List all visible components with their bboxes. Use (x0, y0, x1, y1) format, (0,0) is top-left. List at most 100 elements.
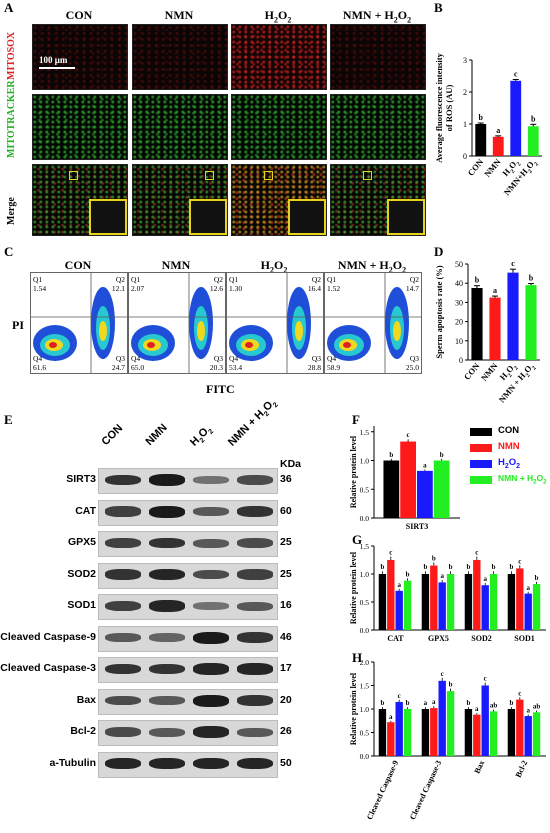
wb-header-con: CON (99, 422, 126, 448)
zoom-region-box (69, 171, 78, 180)
q4-value: 58.9 (327, 363, 340, 372)
wb-band (105, 727, 141, 737)
panel-label-g: G (352, 532, 363, 547)
wb-kda-7: 20 (280, 693, 292, 706)
significance-letter: b (535, 574, 539, 582)
significance-letter: a (440, 572, 444, 580)
row-label-mitosox: MITOSOX (6, 31, 17, 80)
x-tick-label: SOD2 (471, 634, 491, 643)
significance-letter: b (475, 276, 480, 285)
wb-kda-5: 46 (280, 630, 292, 643)
row-label-mitotracker: MITOTRACKER (6, 80, 17, 158)
significance-letter: b (529, 274, 534, 283)
density-cloud (131, 287, 213, 361)
significance-letter: ab (490, 702, 498, 710)
y-axis-title: Sperm apoptosis rate (%) (434, 265, 444, 358)
panel-c-header-nmn: NMN (161, 258, 191, 272)
y-tick-label: 1.5 (360, 682, 370, 691)
zoom-inset (189, 199, 227, 235)
bar (430, 565, 438, 630)
y-axis-title: Average fluorescence intensityof ROS (AU… (434, 52, 454, 162)
panel-label-e: E (4, 412, 13, 427)
micrograph-mitosox-h2o2 (231, 24, 327, 90)
zoom-region-box (264, 171, 273, 180)
density-q4-core (49, 342, 57, 348)
wb-band (105, 474, 141, 486)
q2-label: Q2 (410, 275, 419, 284)
wb-band (193, 569, 229, 580)
legend-swatch-nmn-h2o2 (470, 476, 492, 484)
significance-letter: b (531, 114, 536, 123)
density-q4-core (245, 342, 253, 348)
micrograph-mitosox-nmn-h2o2 (330, 24, 426, 90)
y-tick-label: 1 (463, 120, 467, 129)
micrograph-mitotracker-h2o2 (231, 94, 327, 160)
row-label-merge: Merge (6, 197, 17, 225)
density-cloud (327, 287, 409, 361)
panel-label-d: D (434, 244, 444, 259)
q1-value: 2.07 (131, 284, 144, 293)
significance-letter: c (518, 689, 521, 697)
panel-c-header-h2o2: H2O2 (260, 258, 288, 275)
wb-header-nmn: NMN (143, 421, 170, 448)
bar (471, 288, 483, 360)
zoom-inset (387, 199, 425, 235)
y-tick-label: 0.0 (360, 752, 370, 761)
wb-label-4: SOD1 (67, 599, 96, 611)
bar (510, 80, 522, 156)
wb-kda-1: 60 (280, 504, 292, 517)
density-q3-inner (197, 321, 205, 341)
bar (525, 285, 537, 360)
bar (417, 470, 433, 518)
wb-band (237, 506, 273, 517)
q2-value: 12.6 (210, 284, 223, 293)
q4-value: 65.0 (131, 363, 144, 372)
bar (481, 585, 489, 630)
wb-blot-strip (98, 625, 278, 652)
y-tick-label: 1.5 (360, 542, 370, 551)
wb-band (193, 663, 229, 675)
x-tick-label: SOD1 (514, 634, 534, 643)
wb-label-6: Cleaved Caspase-3 (0, 662, 96, 674)
significance-letter: c (514, 70, 518, 79)
x-tick-label: CON (465, 156, 485, 178)
wb-kda-4: 16 (280, 599, 292, 611)
significance-letter: b (389, 451, 393, 459)
wb-kda-0: 36 (280, 473, 292, 485)
significance-letter: b (509, 699, 513, 707)
x-tick-label: CON (462, 360, 482, 382)
significance-letter: a (483, 575, 487, 583)
bar (395, 701, 403, 756)
y-tick-label: 0.0 (360, 626, 370, 635)
q1-value: 1.30 (229, 284, 242, 293)
micrograph-merge-h2o2 (231, 164, 327, 236)
y-tick-label: 0 (463, 152, 467, 161)
wb-band (149, 696, 185, 705)
bar (507, 574, 516, 630)
significance-letter: b (492, 563, 496, 571)
panel-c-header-nmn-h2o2: NMN + H2O2 (337, 258, 407, 275)
density-q3-inner (99, 321, 107, 341)
significance-letter: a (526, 584, 530, 592)
q2-label: Q2 (116, 275, 125, 284)
density-cloud (33, 287, 115, 361)
zoom-region-box (205, 171, 214, 180)
wb-band (193, 507, 229, 516)
wb-kda-6: 17 (280, 662, 292, 674)
scale-bar-label: 100 μm (39, 55, 68, 65)
wb-band (237, 757, 273, 770)
q1-label: Q1 (33, 275, 42, 284)
significance-letter: b (406, 570, 410, 578)
significance-letter: c (511, 259, 515, 268)
bar (403, 709, 412, 756)
q2-label: Q2 (214, 275, 223, 284)
q3-value: 25.0 (406, 363, 419, 372)
q4-value: 53.4 (229, 363, 242, 372)
y-tick-label: 1.5 (360, 428, 370, 437)
bar (524, 593, 532, 630)
micrograph-mitosox-nmn (132, 24, 228, 90)
flow-plot-0: Q1 1.54 Q2 12.1 Q4 61.6 Q3 24.7 (30, 272, 128, 374)
significance-letter: a (526, 706, 530, 714)
x-tick-label: NMN (479, 360, 500, 383)
